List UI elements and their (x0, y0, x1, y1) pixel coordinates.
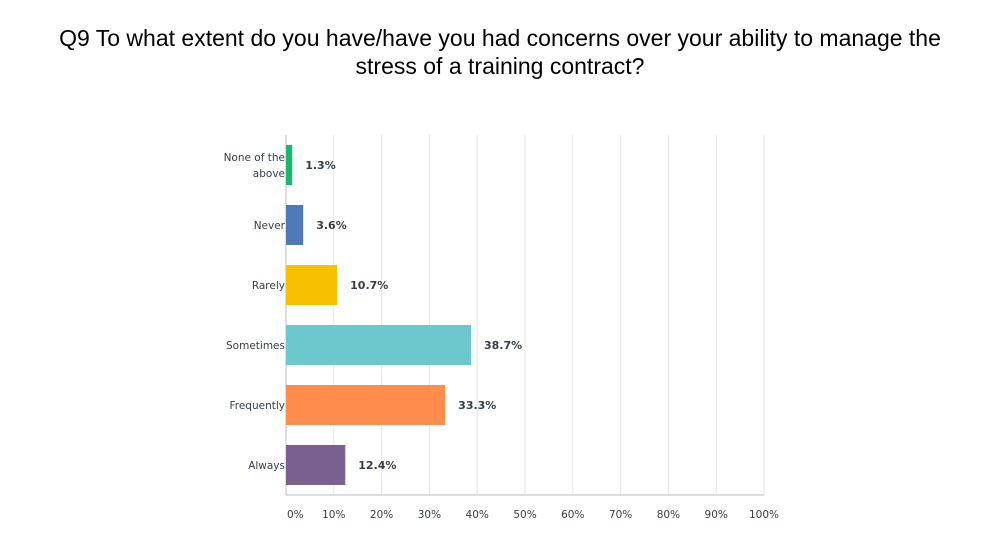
chart-title-line-2: stress of a training contract? (355, 53, 645, 79)
x-tick-label: 100% (749, 509, 779, 521)
value-label: 12.4% (358, 459, 396, 472)
category-label: Sometimes (226, 340, 285, 352)
value-label: 38.7% (484, 339, 522, 352)
category-label: Rarely (252, 280, 285, 292)
bar (286, 265, 338, 305)
bar (286, 385, 446, 425)
x-tick-label: 30% (418, 509, 441, 521)
x-tick-label: 10% (322, 509, 345, 521)
x-tick-label: 70% (609, 509, 632, 521)
x-tick-label: 50% (513, 509, 536, 521)
value-label: 3.6% (316, 219, 347, 232)
bar (286, 445, 346, 485)
x-tick-label: 60% (561, 509, 584, 521)
category-label: None of the (224, 152, 285, 164)
category-label: above (253, 168, 285, 180)
value-label: 10.7% (350, 279, 388, 292)
value-label: 33.3% (458, 399, 496, 412)
chart-title-line-1: Q9 To what extent do you have/have you h… (59, 25, 941, 51)
bar (286, 145, 293, 185)
chart-title: Q9 To what extent do you have/have you h… (30, 24, 970, 80)
x-tick-label: 80% (657, 509, 680, 521)
bar (286, 325, 471, 365)
category-label: Always (248, 460, 285, 472)
category-label: Never (254, 220, 286, 232)
x-tick-label: 40% (466, 509, 489, 521)
x-tick-label: 0% (287, 509, 304, 521)
value-label: 1.3% (305, 159, 336, 172)
x-tick-label: 20% (370, 509, 393, 521)
category-label: Frequently (229, 400, 285, 412)
x-tick-label: 90% (705, 509, 728, 521)
bar (286, 205, 304, 245)
